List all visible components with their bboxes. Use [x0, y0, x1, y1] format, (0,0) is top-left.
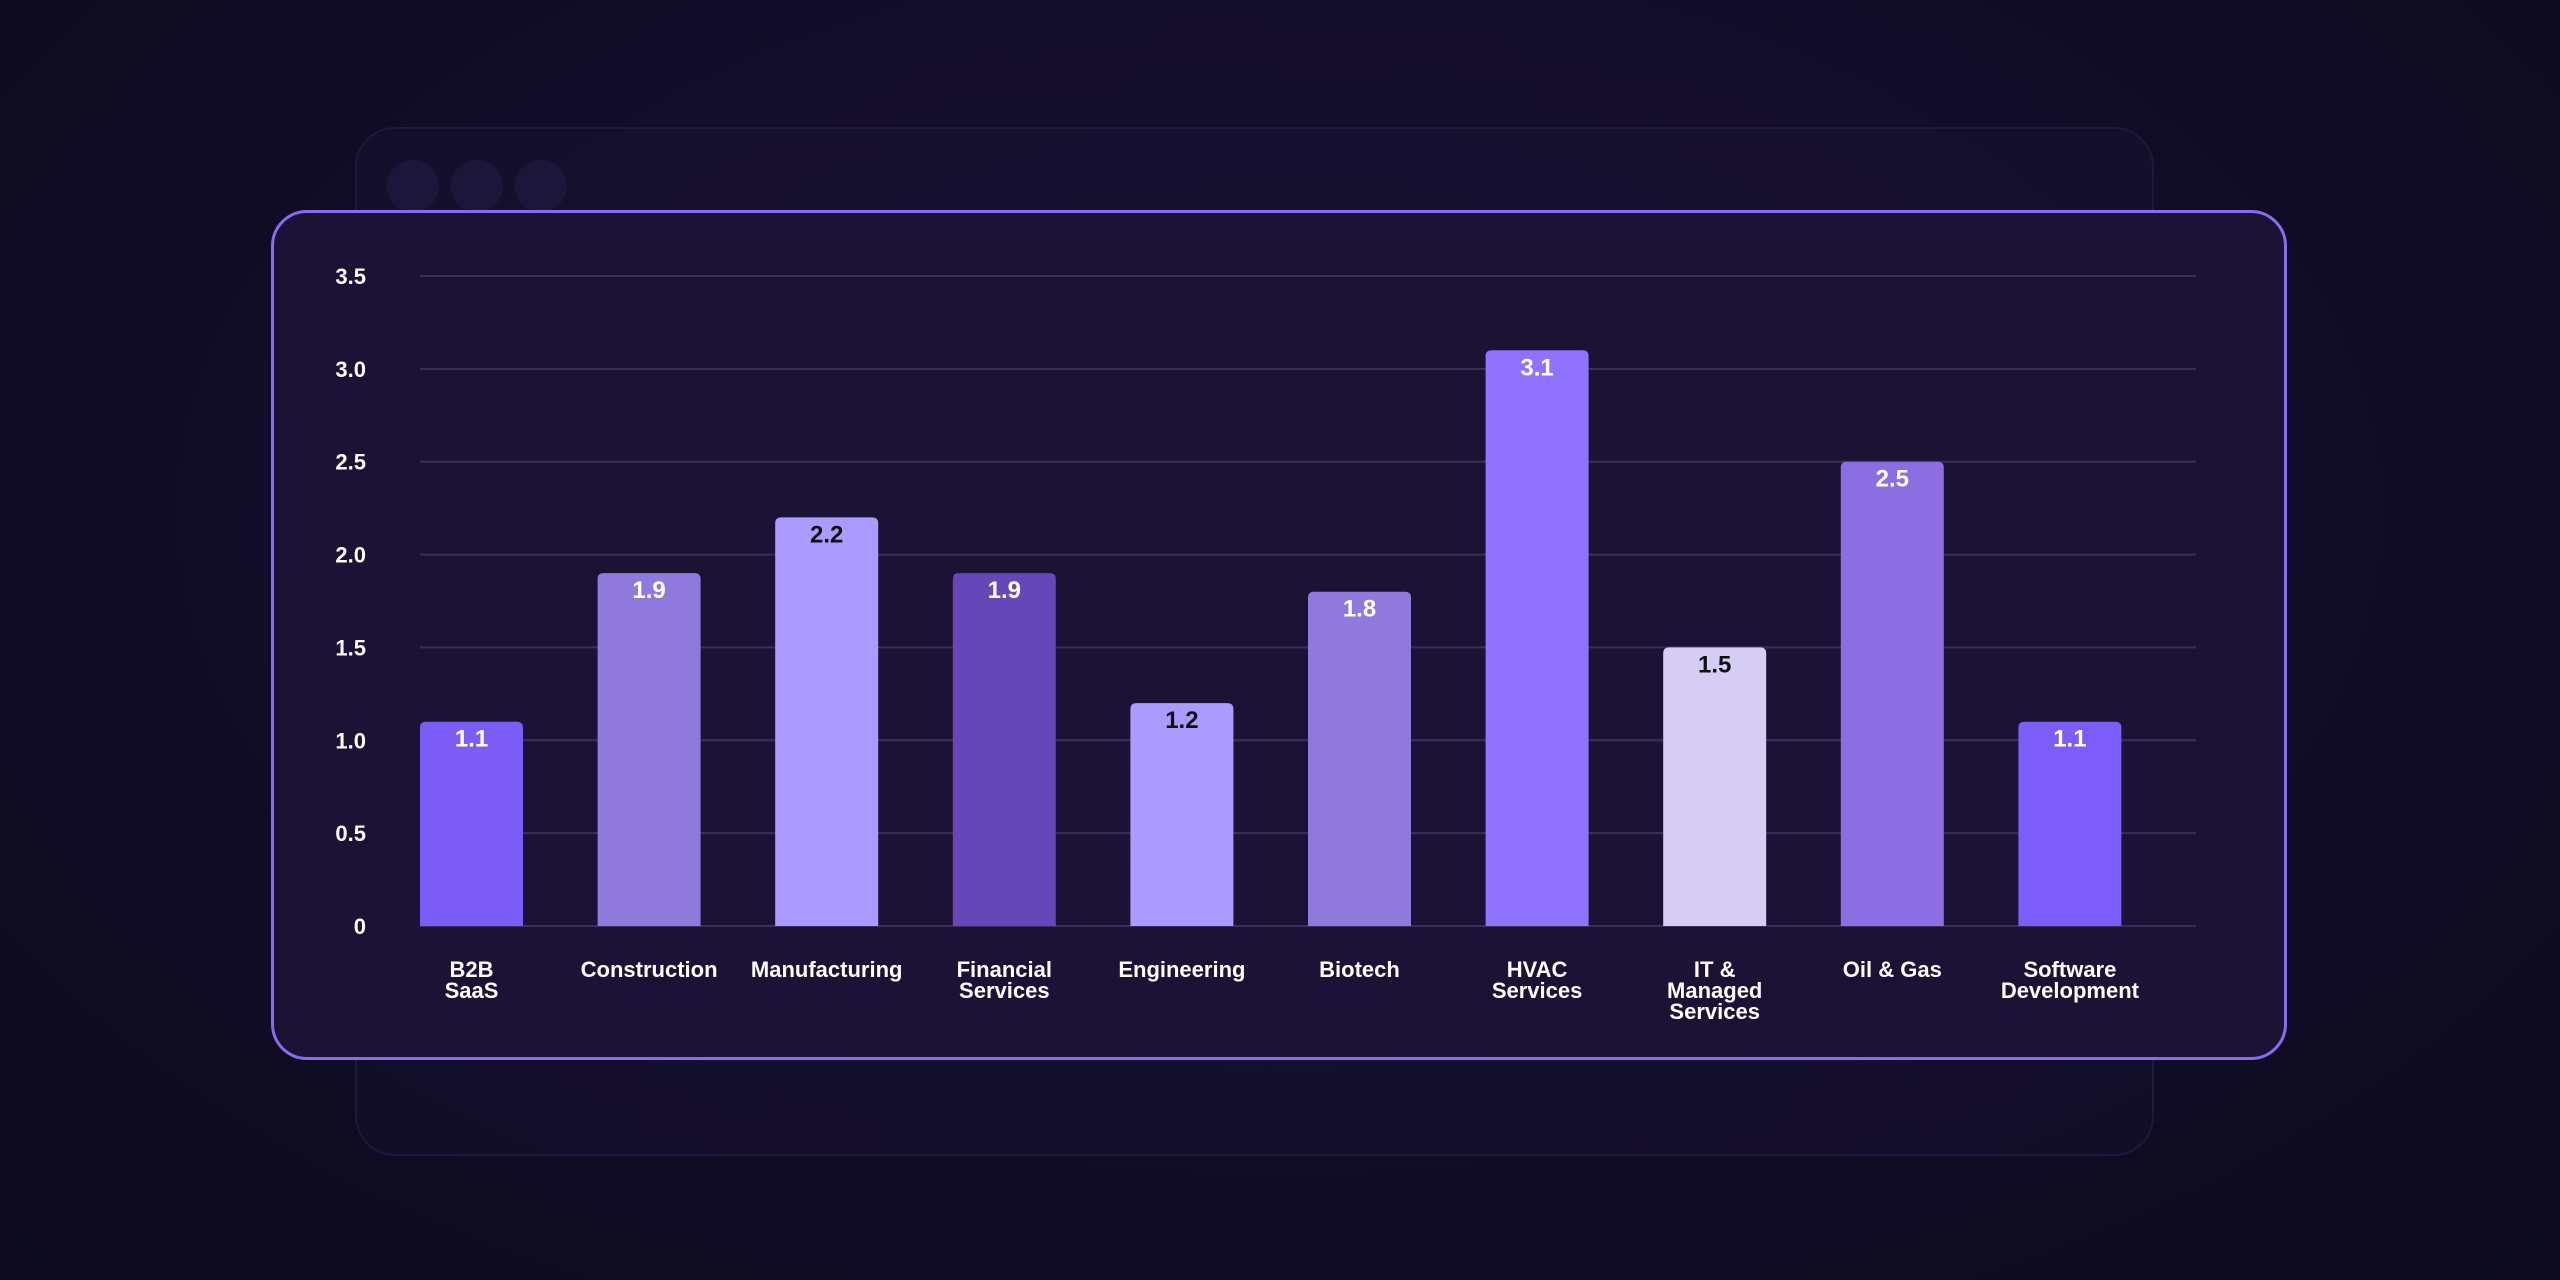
y-tick-label: 0 [354, 914, 366, 939]
bar-value-label: 1.8 [1343, 596, 1376, 623]
x-category-label: Oil & Gas [1843, 957, 1942, 982]
x-category-label: Biotech [1319, 957, 1400, 982]
bar-value-label: 1.9 [632, 577, 665, 604]
bar [1308, 591, 1411, 926]
x-category-label-line: Managed [1667, 978, 1762, 1003]
chart-card: 0 0.5 1.0 1.5 2.0 2.5 3.0 3.5 1.1 1.9 2.2 1.9 1.2 1.… [271, 210, 2287, 1060]
y-axis-ticks: 0 0.5 1.0 1.5 2.0 2.5 3.0 3.5 [335, 264, 366, 939]
x-category-label-line: Services [1669, 999, 1760, 1024]
x-category-label-line: Manufacturing [751, 957, 903, 982]
bars: 1.1 1.9 2.2 1.9 1.2 1.8 3.1 1.5 2.5 1.1 [420, 350, 2122, 926]
window-dot-icon [451, 160, 503, 212]
y-tick-label: 1.5 [335, 635, 366, 660]
bar-value-label: 2.2 [810, 521, 843, 548]
bar [952, 573, 1056, 926]
bar [2018, 721, 2122, 926]
x-category-label-line: IT & [1694, 957, 1736, 982]
x-category-label: IT & Managed Services [1667, 957, 1762, 1024]
x-category-label-line: Financial [957, 957, 1052, 982]
bar-chart: 00.51.01.52.02.53.03.5 1.11.92.21.91.21.… [335, 264, 2196, 1024]
bar [597, 573, 701, 926]
x-category-label-line: Engineering [1118, 957, 1245, 982]
bar [1840, 461, 1944, 926]
y-tick-label: 2.0 [335, 543, 366, 568]
bar [420, 721, 523, 926]
x-category-label-line: Development [2001, 978, 2140, 1003]
y-tick-label: 0.5 [335, 821, 366, 846]
y-tick-label: 3.0 [335, 357, 366, 382]
x-category-label-line: Biotech [1319, 957, 1400, 982]
x-category-label-line: SaaS [445, 978, 499, 1003]
x-category-label-line: HVAC [1507, 957, 1568, 982]
bar-value-label: 1.1 [2053, 726, 2086, 753]
y-tick-label: 1.0 [335, 728, 366, 753]
bar [1485, 350, 1589, 926]
bar-value-label: 1.1 [455, 726, 488, 753]
bar-value-label: 2.5 [1876, 466, 1909, 493]
window-dot-icon [387, 160, 439, 212]
x-category-label-line: Services [959, 978, 1050, 1003]
y-tick-label: 2.5 [335, 450, 366, 475]
x-axis-labels: B2B SaaS Construction Manufacturing Financia… [445, 957, 2140, 1024]
bar-value-label: 1.2 [1165, 707, 1198, 734]
x-category-label: HVAC Services [1492, 957, 1583, 1003]
bar [1663, 647, 1767, 926]
x-category-label: Engineering [1118, 957, 1245, 982]
x-category-label: Software Development [2001, 957, 2140, 1003]
x-category-label-line: B2B [449, 957, 493, 982]
x-category-label-line: Services [1492, 978, 1583, 1003]
x-category-label: Construction [581, 957, 718, 982]
bar-value-label: 1.5 [1698, 651, 1731, 678]
y-tick-label: 3.5 [335, 264, 366, 289]
x-category-label-line: Oil & Gas [1843, 957, 1942, 982]
x-category-label-line: Software [2023, 957, 2116, 982]
bar [775, 517, 879, 926]
x-category-label-line: Construction [581, 957, 718, 982]
x-category-label: Financial Services [957, 957, 1052, 1003]
x-category-label: Manufacturing [751, 957, 903, 982]
window-dot-icon [515, 160, 567, 212]
bar-value-label: 3.1 [1520, 354, 1553, 381]
bar-value-label: 1.9 [988, 577, 1021, 604]
bar [1130, 703, 1234, 926]
x-category-label: B2B SaaS [445, 957, 499, 1003]
